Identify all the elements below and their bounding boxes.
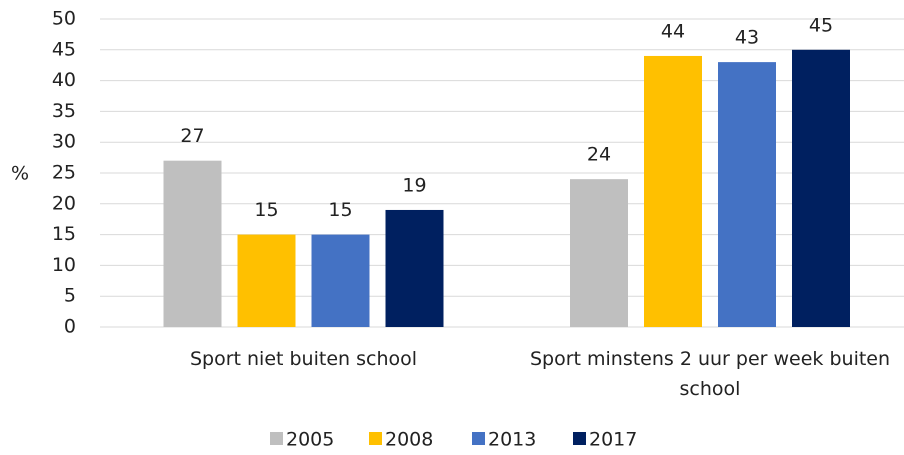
y-tick-label: 10: [52, 254, 76, 276]
bar: [311, 234, 370, 327]
bar: [792, 49, 850, 328]
y-tick-label: 25: [52, 162, 76, 184]
y-tick-label: 35: [52, 100, 76, 122]
data-label: 43: [735, 27, 759, 49]
y-tick-label: 20: [52, 192, 76, 214]
bar: [163, 160, 222, 327]
data-label: 19: [402, 174, 426, 196]
bar: [570, 179, 628, 327]
data-label: 15: [328, 199, 352, 221]
data-label: 44: [661, 20, 685, 42]
data-label: 45: [809, 14, 833, 36]
y-tick-label: 15: [52, 223, 76, 245]
data-label: 27: [180, 125, 204, 147]
bar: [237, 234, 296, 327]
bar: [718, 62, 776, 328]
legend-label: 2017: [589, 429, 637, 451]
bar: [385, 209, 444, 327]
legend-swatch: [472, 432, 485, 445]
x-tick-label: Sport niet buiten school: [189, 348, 418, 370]
y-axis-label: %: [11, 163, 29, 185]
bar: [644, 55, 702, 328]
y-tick-label: 30: [52, 131, 76, 153]
legend-swatch: [369, 432, 382, 445]
data-label: 15: [254, 199, 278, 221]
y-tick-label: 5: [64, 285, 76, 307]
legend-label: 2008: [385, 429, 433, 451]
legend-swatch: [573, 432, 586, 445]
y-tick-label: 50: [52, 8, 76, 30]
legend-label: 2005: [286, 429, 334, 451]
y-tick-label: 40: [52, 69, 76, 91]
legend-swatch: [270, 432, 283, 445]
data-label: 24: [587, 144, 611, 166]
y-tick-label: 0: [64, 316, 76, 338]
x-tick-label: Sport minstens 2 uur per week buiten sch…: [529, 348, 891, 400]
legend-label: 2013: [488, 429, 536, 451]
y-tick-label: 45: [52, 38, 76, 60]
